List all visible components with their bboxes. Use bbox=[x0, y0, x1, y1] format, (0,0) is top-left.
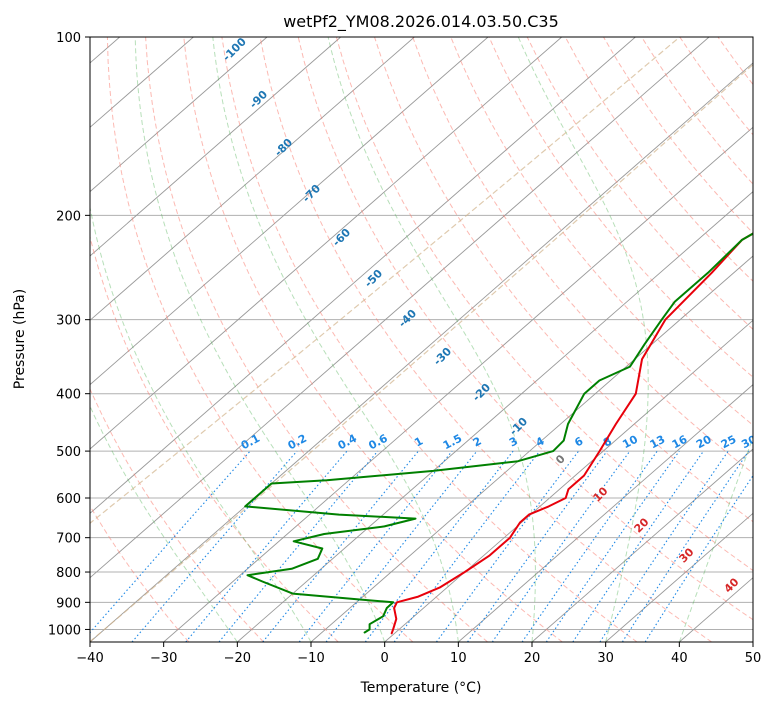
mixing-ratio-label: 25 bbox=[719, 433, 739, 452]
mixing-ratio-line bbox=[90, 450, 251, 634]
dry-adiabat bbox=[335, 37, 753, 572]
moist-adiabat bbox=[90, 205, 312, 642]
x-axis: −40 −30 −20 −10 0 10 20 30 40 50 bbox=[76, 642, 761, 666]
dry-adiabat bbox=[374, 37, 753, 523]
dry-adiabat bbox=[412, 37, 753, 474]
y-tick-label: 600 bbox=[56, 492, 81, 507]
skewed-isotherm bbox=[90, 62, 753, 642]
skewed-isotherm bbox=[90, 37, 710, 579]
y-axis-title: Pressure (hPa) bbox=[12, 289, 28, 389]
skewed-isotherm bbox=[384, 319, 753, 642]
reference-curve bbox=[90, 37, 681, 524]
moist-adiabat bbox=[212, 37, 459, 642]
temperature-profile-line bbox=[390, 232, 753, 635]
mixing-ratio-line bbox=[185, 450, 348, 642]
skewed-isotherm bbox=[605, 512, 753, 642]
mixing-ratio-line bbox=[298, 450, 453, 642]
moist-adiabat bbox=[134, 37, 386, 642]
skewed-isotherm bbox=[90, 37, 415, 321]
moist-adiabat bbox=[678, 435, 753, 642]
dry-adiabat bbox=[90, 234, 339, 642]
mixing-ratio-label: 36 bbox=[760, 433, 775, 452]
x-tick-label: −40 bbox=[76, 651, 103, 666]
y-tick-label: 1000 bbox=[48, 623, 81, 638]
skewed-isotherm bbox=[458, 384, 753, 642]
x-tick-label: 50 bbox=[745, 651, 762, 666]
y-tick-label: 200 bbox=[56, 209, 81, 224]
skewed-isotherm bbox=[752, 641, 753, 642]
y-tick-label: 300 bbox=[56, 314, 81, 329]
mixing-ratio-line bbox=[218, 450, 379, 642]
mixing-ratio-line bbox=[435, 450, 580, 642]
plot-frame bbox=[89, 36, 754, 643]
skewed-isotherm bbox=[90, 37, 342, 257]
dry-adiabat bbox=[221, 37, 638, 642]
skewed-isotherm bbox=[90, 37, 563, 450]
dry-adiabat bbox=[488, 37, 753, 378]
mixing-ratio-label: 30 bbox=[739, 433, 759, 452]
x-tick-label: 30 bbox=[597, 651, 614, 666]
y-tick-label: 100 bbox=[56, 31, 81, 46]
dry-adiabat bbox=[297, 37, 753, 621]
skewed-isotherm bbox=[310, 255, 753, 642]
dry-adiabat bbox=[259, 37, 712, 642]
profile-lines bbox=[244, 232, 753, 635]
mixing-ratio-labels: 0.1 0.2 0.4 0.6 1 1.5 2 3 4 6 8 10 13 16 20 25 30 36 bbox=[239, 432, 775, 453]
y-tick-label: 800 bbox=[56, 566, 81, 581]
y-tick-label: 400 bbox=[56, 388, 81, 403]
chart-title: wetPf2_YM08.2026.014.03.50.C35 bbox=[283, 12, 559, 32]
mixing-ratio-label: 20 bbox=[694, 433, 714, 452]
mixing-ratio-label: 13 bbox=[648, 433, 668, 452]
mixing-ratio-line bbox=[599, 450, 729, 642]
y-tick-label: 700 bbox=[56, 532, 81, 547]
x-tick-label: −10 bbox=[297, 651, 324, 666]
dry-adiabat bbox=[756, 37, 775, 642]
x-axis-title: Temperature (°C) bbox=[360, 680, 482, 696]
skewed-isotherm bbox=[163, 126, 753, 642]
x-tick-label: 20 bbox=[524, 651, 541, 666]
mixing-ratio-line bbox=[572, 450, 704, 642]
dewpoint-profile-line bbox=[244, 232, 753, 634]
x-tick-label: −20 bbox=[224, 651, 251, 666]
x-tick-label: −30 bbox=[150, 651, 177, 666]
skewed-isotherm bbox=[90, 37, 636, 514]
dry-adiabat bbox=[90, 387, 264, 642]
skewed-isotherm bbox=[90, 37, 489, 386]
mixing-ratio-line bbox=[644, 474, 753, 642]
y-axis: 100 200 300 400 500 600 700 800 900 1000 bbox=[48, 31, 90, 638]
mixing-ratio-line bbox=[262, 450, 419, 642]
dry-adiabat bbox=[145, 37, 488, 642]
mixing-ratio-label: 10 bbox=[620, 433, 640, 452]
y-tick-label: 500 bbox=[56, 445, 81, 460]
mixing-ratio-line bbox=[393, 450, 541, 642]
x-tick-label: 40 bbox=[671, 651, 688, 666]
mixing-ratio-label: 16 bbox=[670, 433, 690, 452]
background-lines bbox=[90, 37, 775, 642]
mixing-ratio-line bbox=[467, 450, 608, 642]
mixing-ratio-line bbox=[621, 450, 750, 642]
mixing-ratio-line bbox=[545, 450, 680, 642]
skewed-isotherm bbox=[90, 37, 268, 193]
x-tick-label: 0 bbox=[381, 651, 389, 666]
moist-adiabat bbox=[90, 405, 238, 642]
mixing-ratio-line bbox=[521, 450, 658, 642]
dry-adiabat bbox=[183, 37, 563, 642]
skewed-isotherm bbox=[237, 191, 753, 642]
skewed-isotherm bbox=[531, 448, 753, 642]
y-tick-label: 900 bbox=[56, 596, 81, 611]
moist-adiabat bbox=[327, 37, 536, 642]
mixing-ratio-line bbox=[491, 450, 631, 642]
x-tick-label: 10 bbox=[450, 651, 467, 666]
moist-adiabat bbox=[517, 37, 649, 642]
reference-curve bbox=[90, 63, 753, 642]
